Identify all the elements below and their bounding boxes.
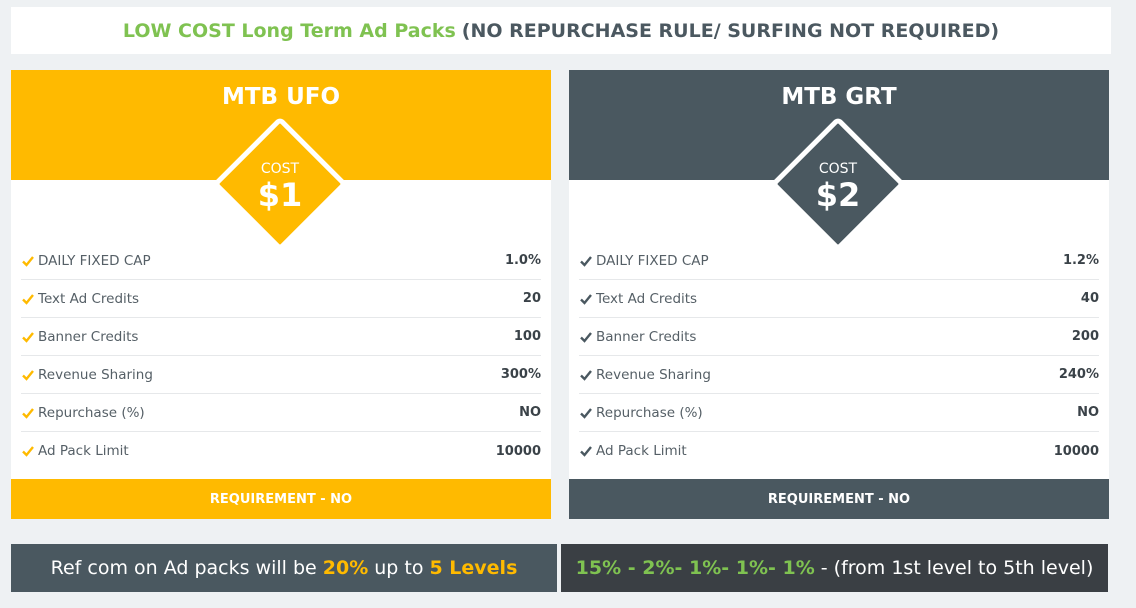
- feature-row: Ad Pack Limit 10000: [21, 432, 541, 470]
- feature-label: DAILY FIXED CAP: [596, 252, 709, 269]
- feature-row: Repurchase (%) NO: [579, 394, 1099, 432]
- feature-value: 40: [1080, 291, 1099, 306]
- header-title: LOW COST Long Term Ad Packs: [122, 19, 456, 42]
- cost-value: $1: [257, 176, 303, 214]
- feature-row: Repurchase (%) NO: [21, 394, 541, 432]
- feature-value: 240%: [1058, 367, 1099, 382]
- feature-label: Repurchase (%): [38, 404, 145, 421]
- feature-value: 20: [522, 291, 541, 306]
- ref-percent: 20%: [322, 557, 369, 579]
- requirement-button[interactable]: REQUIREMENT - NO: [11, 479, 551, 519]
- feature-row: Banner Credits 200: [579, 318, 1099, 356]
- feature-label: Text Ad Credits: [596, 290, 698, 307]
- feature-label: DAILY FIXED CAP: [38, 252, 151, 269]
- ad-pack-card-grt: MTB GRT COST $2 DAILY FIXED CAP 1.2% Tex…: [569, 70, 1109, 519]
- cost-value: $2: [815, 176, 861, 214]
- feature-row: DAILY FIXED CAP 1.2%: [579, 242, 1099, 280]
- level-breakdown-banner: 15% - 2%- 1%- 1%- 1% - (from 1st level t…: [561, 544, 1108, 592]
- card-title: MTB UFO: [221, 84, 341, 110]
- check-icon: [22, 446, 34, 457]
- feature-label: Text Ad Credits: [38, 290, 140, 307]
- feature-list: DAILY FIXED CAP 1.2% Text Ad Credits 40 …: [579, 242, 1099, 470]
- feature-value: 1.2%: [1062, 253, 1099, 268]
- feature-row: DAILY FIXED CAP 1.0%: [21, 242, 541, 280]
- check-icon: [22, 407, 34, 419]
- check-icon: [580, 255, 592, 267]
- feature-label: Ad Pack Limit: [38, 443, 129, 459]
- price-label: COST $2: [788, 160, 888, 212]
- ref-commission-banner: Ref com on Ad packs will be 20% up to 5 …: [11, 544, 557, 592]
- feature-label: Ad Pack Limit: [596, 443, 687, 459]
- feature-label: Revenue Sharing: [596, 366, 711, 383]
- feature-value: 1.0%: [504, 253, 541, 268]
- price-label: COST $1: [230, 160, 330, 212]
- check-icon: [580, 407, 592, 419]
- requirement-button[interactable]: REQUIREMENT - NO: [569, 479, 1109, 519]
- check-icon: [580, 369, 592, 381]
- feature-row: Revenue Sharing 300%: [21, 356, 541, 394]
- feature-value: NO: [1077, 405, 1099, 420]
- cost-label: COST: [260, 161, 300, 177]
- feature-value: NO: [519, 405, 541, 420]
- feature-row: Text Ad Credits 20: [21, 280, 541, 318]
- level-suffix: - (from 1st level to 5th level): [820, 557, 1094, 579]
- feature-label: Repurchase (%): [596, 404, 703, 421]
- feature-value: 200: [1071, 329, 1099, 344]
- feature-row: Ad Pack Limit 10000: [579, 432, 1099, 470]
- feature-value: 300%: [500, 367, 541, 382]
- feature-row: Revenue Sharing 240%: [579, 356, 1099, 394]
- ad-pack-card-ufo: MTB UFO COST $1 DAILY FIXED CAP 1.0% Tex…: [11, 70, 551, 519]
- check-icon: [580, 331, 592, 343]
- check-icon: [580, 446, 592, 457]
- check-icon: [22, 255, 34, 267]
- feature-value: 10000: [495, 443, 541, 459]
- ref-levels: 5 Levels: [429, 557, 518, 579]
- header-subtitle: (NO REPURCHASE RULE/ SURFING NOT REQUIRE…: [461, 19, 1000, 42]
- cost-label: COST: [818, 161, 858, 177]
- page-header: LOW COST Long Term Ad Packs (NO REPURCHA…: [11, 7, 1111, 54]
- feature-value: 100: [513, 329, 541, 344]
- card-title: MTB GRT: [781, 84, 897, 110]
- feature-label: Revenue Sharing: [38, 366, 153, 383]
- feature-row: Text Ad Credits 40: [579, 280, 1099, 318]
- check-icon: [22, 369, 34, 381]
- feature-row: Banner Credits 100: [21, 318, 541, 356]
- feature-label: Banner Credits: [596, 328, 697, 345]
- check-icon: [22, 293, 34, 305]
- feature-list: DAILY FIXED CAP 1.0% Text Ad Credits 20 …: [21, 242, 541, 470]
- level-percents: 15% - 2%- 1%- 1%- 1%: [575, 557, 815, 579]
- ref-prefix: Ref com on Ad packs will be: [50, 557, 317, 579]
- feature-label: Banner Credits: [38, 328, 139, 345]
- check-icon: [580, 293, 592, 305]
- feature-value: 10000: [1053, 443, 1099, 459]
- ref-middle: up to: [374, 557, 424, 579]
- check-icon: [22, 331, 34, 343]
